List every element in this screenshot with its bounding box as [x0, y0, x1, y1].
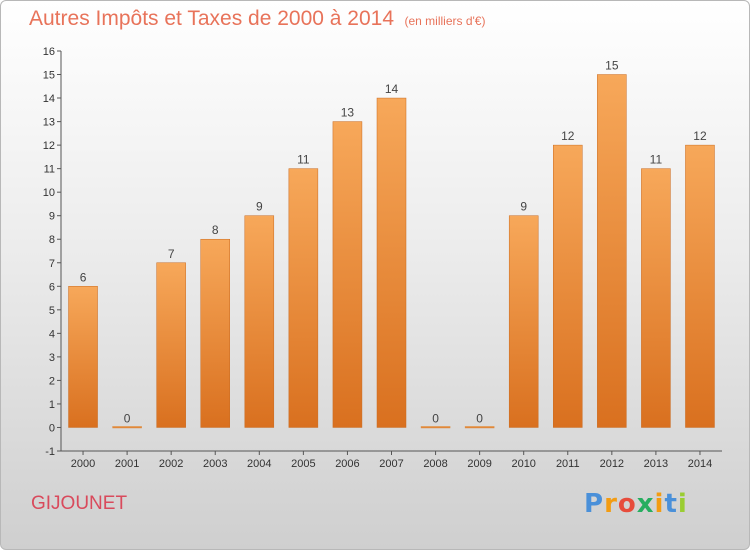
- y-tick-label: 10: [43, 187, 55, 199]
- x-tick-label: 2012: [600, 458, 624, 470]
- bar-2014: [685, 144, 715, 428]
- logo-letter: o: [617, 489, 637, 519]
- logo-letter: i: [654, 489, 665, 519]
- y-tick-label: 7: [49, 258, 55, 270]
- x-tick-label: 2006: [335, 458, 359, 470]
- value-label-2012: 15: [605, 59, 619, 73]
- x-tick-label: 2014: [688, 458, 712, 470]
- value-label-2002: 7: [168, 247, 175, 261]
- x-tick-label: 2002: [159, 458, 183, 470]
- x-tick-label: 2004: [247, 458, 271, 470]
- y-tick-label: 15: [43, 70, 55, 82]
- bar-2004: [244, 215, 275, 428]
- bar-2002: [156, 262, 186, 428]
- y-tick-label: 2: [49, 375, 55, 387]
- x-tick-label: 2009: [467, 458, 491, 470]
- x-tick-label: 2013: [644, 458, 668, 470]
- value-label-2014: 12: [693, 129, 707, 143]
- chart-title: Autres Impôts et Taxes de 2000 à 2014 (e…: [29, 7, 485, 31]
- bar-2006: [332, 121, 363, 428]
- x-tick-label: 2011: [556, 458, 580, 470]
- chart-title-main: Autres Impôts et Taxes de 2000 à 2014: [29, 7, 395, 30]
- value-label-2008: 0: [432, 411, 439, 425]
- bar-2001: [112, 426, 142, 429]
- y-tick-label: 5: [49, 305, 55, 317]
- value-label-2010: 9: [520, 200, 527, 214]
- y-tick-label: 3: [49, 352, 55, 364]
- bars: [68, 74, 715, 429]
- bar-2012: [597, 74, 627, 428]
- value-label-2005: 11: [297, 153, 310, 167]
- y-tick-label: 12: [43, 140, 55, 152]
- bar-2000: [68, 286, 98, 428]
- value-label-2011: 12: [561, 129, 575, 143]
- y-tick-label: 13: [43, 117, 55, 129]
- y-tick-label: 11: [44, 164, 55, 176]
- bar-2011: [553, 144, 583, 428]
- y-tick-label: -1: [45, 446, 55, 458]
- bar-2003: [200, 238, 230, 428]
- value-label-2004: 9: [256, 200, 263, 214]
- x-tick-label: 2010: [511, 458, 535, 470]
- logo-letter: t: [664, 489, 678, 519]
- bar-2005: [288, 168, 319, 428]
- bar-2007: [376, 97, 407, 428]
- value-label-2013: 11: [650, 153, 663, 167]
- value-labels: 6 0 7 8 9 11 13 14 0 0 9 12 15 11 12: [80, 59, 707, 426]
- bar-2010: [508, 215, 539, 428]
- value-label-2000: 6: [80, 270, 87, 284]
- x-tick-label: 2005: [291, 458, 315, 470]
- x-tick-label: 2008: [423, 458, 447, 470]
- x-tick-label: 2001: [115, 458, 139, 470]
- y-tick-label: 14: [43, 93, 55, 105]
- y-tick-label: 4: [49, 328, 55, 340]
- x-tick-label: 2007: [379, 458, 403, 470]
- bar-2013: [641, 168, 671, 428]
- y-tick-label: 6: [49, 281, 55, 293]
- proxiti-logo: Proxiti: [584, 489, 688, 519]
- logo-letter: i: [677, 489, 688, 519]
- y-tick-label: 8: [49, 234, 55, 246]
- y-tick-label: 1: [49, 399, 55, 411]
- y-tick-label: 16: [43, 46, 55, 58]
- bar-2009: [464, 426, 495, 429]
- value-label-2007: 14: [385, 82, 399, 96]
- y-tick-label: 9: [49, 211, 55, 223]
- x-tick-label: 2000: [71, 458, 95, 470]
- value-label-2009: 0: [476, 411, 483, 425]
- logo-letter: P: [584, 489, 605, 519]
- value-label-2006: 13: [341, 106, 355, 120]
- bar-2008: [420, 426, 451, 429]
- x-tick-label: 2003: [203, 458, 227, 470]
- y-tick-label: 0: [49, 422, 55, 434]
- value-label-2003: 8: [212, 223, 219, 237]
- logo-letter: x: [636, 489, 655, 519]
- commune-name: GIJOUNET: [31, 493, 128, 514]
- value-label-2001: 0: [124, 411, 131, 425]
- logo-letter: r: [604, 489, 618, 519]
- chart-title-unit: (en milliers d'€): [404, 14, 486, 28]
